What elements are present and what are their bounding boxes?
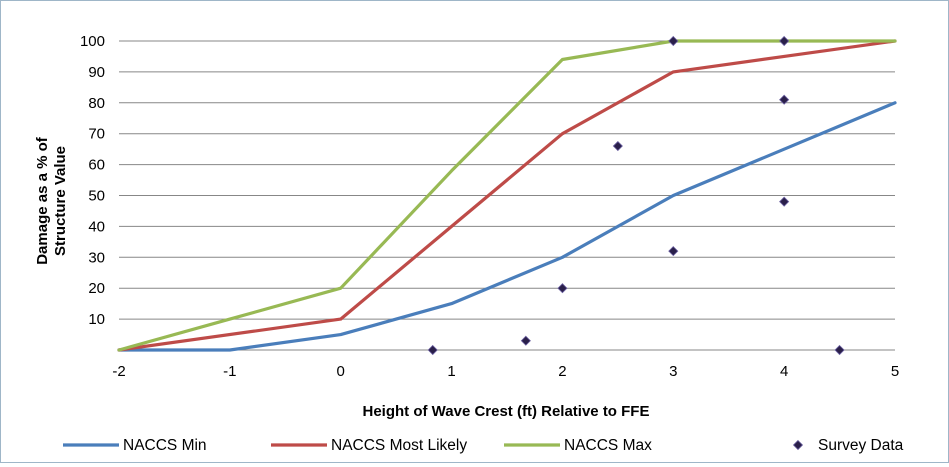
y-tick-labels: 10 20 30 40 50 60 70 80 90 100 bbox=[80, 33, 105, 328]
survey-data-point bbox=[779, 35, 790, 47]
legend: NACCS Min NACCS Most Likely NACCS Max Surve… bbox=[63, 437, 904, 454]
x-tick-label: 2 bbox=[558, 363, 566, 380]
legend-label: Survey Data bbox=[818, 437, 904, 454]
y-tick-label: 60 bbox=[88, 157, 105, 174]
y-tick-label: 30 bbox=[88, 249, 105, 266]
x-tick-label: 0 bbox=[337, 363, 345, 380]
x-tick-label: 1 bbox=[447, 363, 455, 380]
y-axis-title-line-2: Structure Value bbox=[52, 146, 69, 256]
y-tick-label: 40 bbox=[88, 218, 105, 235]
y-tick-label: 100 bbox=[80, 33, 105, 50]
survey-data-point bbox=[668, 246, 679, 257]
series-line-2 bbox=[117, 39, 897, 352]
x-axis-title: Height of Wave Crest (ft) Relative to FF… bbox=[363, 403, 650, 420]
legend-label: NACCS Min bbox=[123, 437, 207, 454]
legend-label: NACCS Max bbox=[564, 437, 652, 454]
gridlines bbox=[119, 40, 895, 351]
survey-data-point bbox=[834, 344, 845, 356]
series-line-0 bbox=[117, 101, 897, 352]
x-tick-label: 4 bbox=[780, 363, 788, 380]
x-tick-labels: -2 -1 0 1 2 3 4 5 bbox=[112, 363, 899, 380]
y-tick-label: 80 bbox=[88, 95, 105, 112]
legend-label: NACCS Most Likely bbox=[331, 437, 467, 454]
survey-data-point bbox=[427, 344, 438, 356]
survey-data-point bbox=[779, 94, 790, 105]
plot-series bbox=[117, 35, 897, 356]
survey-data-point bbox=[520, 335, 531, 346]
survey-data-point bbox=[557, 283, 568, 294]
legend-swatch bbox=[792, 439, 804, 451]
y-tick-label: 10 bbox=[88, 311, 105, 328]
y-axis-title: Damage as a % of Structure Value bbox=[34, 136, 69, 265]
x-tick-label: -1 bbox=[223, 363, 236, 380]
x-tick-label: -2 bbox=[112, 363, 125, 380]
x-tick-label: 5 bbox=[891, 363, 899, 380]
survey-data-point bbox=[668, 35, 679, 47]
survey-data-point bbox=[612, 140, 623, 152]
x-tick-label: 3 bbox=[669, 363, 677, 380]
series-line-1 bbox=[117, 39, 897, 352]
y-tick-label: 70 bbox=[88, 126, 105, 143]
y-tick-label: 20 bbox=[88, 280, 105, 297]
y-tick-label: 50 bbox=[88, 188, 105, 205]
survey-data-point bbox=[779, 196, 790, 207]
y-axis-title-line-1: Damage as a % of bbox=[34, 136, 51, 265]
y-tick-label: 90 bbox=[88, 64, 105, 81]
